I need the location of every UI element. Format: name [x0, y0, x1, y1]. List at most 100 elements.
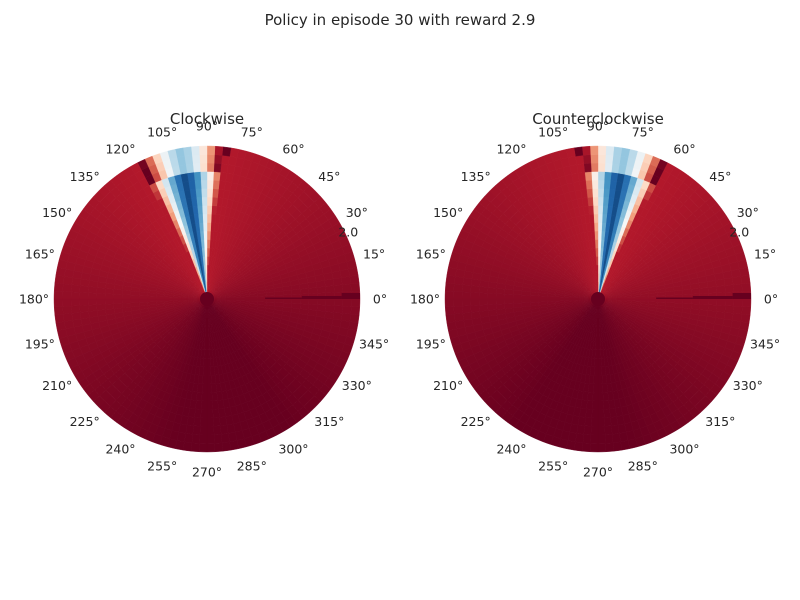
- heatmap-cell: [595, 332, 599, 342]
- theta-tick-label: 255°: [538, 459, 568, 474]
- heatmap-cell: [603, 188, 610, 198]
- heatmap-cell: [186, 416, 195, 427]
- heatmap-cell: [213, 162, 222, 173]
- heatmap-cell: [707, 304, 718, 312]
- heatmap-cell: [334, 298, 344, 307]
- heatmap-cell: [206, 162, 215, 172]
- heatmap-cell: [348, 321, 359, 332]
- heatmap-cell: [495, 288, 506, 295]
- heatmap-cell: [201, 205, 208, 215]
- theta-tick-label: 30°: [346, 205, 368, 220]
- heatmap-cell: [200, 409, 208, 419]
- heatmap-cell: [597, 417, 605, 427]
- heatmap-cell: [71, 277, 82, 286]
- heatmap-cell: [597, 256, 601, 266]
- heatmap-cell: [182, 146, 193, 157]
- heatmap-cell: [70, 291, 80, 300]
- heatmap-cell: [79, 292, 89, 300]
- heatmap-cell: [597, 145, 607, 155]
- zero-angle-strip: [265, 297, 302, 299]
- heatmap-cell: [605, 145, 615, 156]
- heatmap-cell: [590, 357, 596, 368]
- heatmap-cell: [193, 417, 201, 427]
- heatmap-cell: [470, 298, 480, 306]
- heatmap-cell: [190, 442, 200, 453]
- heatmap-cell: [657, 298, 667, 303]
- heatmap-cell: [212, 188, 219, 198]
- heatmap-cell: [206, 426, 215, 436]
- heatmap-cell: [63, 276, 73, 286]
- heatmap-cell: [631, 298, 641, 302]
- heatmap-cell: [249, 298, 259, 302]
- theta-tick-label: 60°: [282, 142, 304, 157]
- heatmap-cell: [597, 409, 605, 419]
- heatmap-cell: [581, 442, 591, 453]
- heatmap-cell: [716, 298, 726, 306]
- heatmap-cell: [597, 434, 606, 444]
- heatmap-cell: [665, 302, 675, 308]
- heatmap-cell: [716, 305, 726, 313]
- heatmap-cell: [453, 305, 463, 315]
- theta-tick-label: 285°: [237, 459, 267, 474]
- heatmap-cell: [70, 298, 80, 307]
- heatmap-cell: [597, 426, 606, 436]
- heatmap-cell: [597, 213, 603, 223]
- heatmap-cell: [191, 154, 201, 164]
- heatmap-cell: [217, 188, 225, 199]
- heatmap-cell: [690, 303, 701, 310]
- heatmap-cell: [174, 440, 185, 451]
- heatmap-cell: [283, 298, 293, 304]
- heatmap-cell: [206, 239, 211, 249]
- heatmap-cell: [121, 294, 131, 300]
- heatmap-cell: [597, 400, 604, 410]
- heatmap-cell: [342, 283, 352, 293]
- heatmap-cell: [512, 289, 523, 296]
- heatmap-cell: [707, 286, 718, 294]
- theta-tick-label: 330°: [342, 378, 372, 393]
- heatmap-cell: [611, 163, 620, 174]
- heatmap-cell: [193, 171, 201, 181]
- heatmap-cell: [350, 306, 361, 316]
- theta-tick-label: 105°: [538, 124, 568, 139]
- heatmap-cell: [597, 375, 603, 385]
- heatmap-cell: [453, 291, 463, 300]
- heatmap-cell: [573, 146, 584, 157]
- theta-tick-label: 60°: [673, 142, 695, 157]
- heatmap-cell: [555, 296, 565, 300]
- heatmap-cell: [299, 303, 310, 310]
- heatmap-cell: [614, 298, 624, 301]
- heatmap-cell: [582, 154, 592, 164]
- heatmap-cell: [590, 162, 599, 172]
- heatmap-cell: [206, 196, 213, 206]
- heatmap-cell: [691, 298, 701, 305]
- heatmap-cell: [206, 256, 210, 266]
- heatmap-cell: [181, 297, 191, 300]
- heatmap-cell: [604, 434, 614, 444]
- heatmap-cell: [461, 291, 471, 300]
- heatmap-cell: [213, 417, 221, 427]
- heatmap-cell: [597, 205, 604, 215]
- heatmap-cell: [585, 179, 593, 190]
- theta-tick-label: 90°: [587, 119, 609, 134]
- heatmap-cell: [201, 400, 208, 410]
- heatmap-cell: [206, 213, 212, 223]
- heatmap-cell: [176, 431, 186, 442]
- heatmap-cell: [200, 417, 208, 427]
- heatmap-cell: [333, 305, 344, 314]
- heatmap-cell: [563, 297, 573, 300]
- heatmap-cell: [223, 298, 233, 301]
- heatmap-cell: [213, 171, 221, 181]
- heatmap-cell: [147, 295, 157, 300]
- heatmap-cell: [200, 171, 208, 181]
- theta-tick-label: 180°: [410, 292, 440, 307]
- heatmap-cell: [673, 302, 684, 309]
- heatmap-cell: [349, 313, 360, 324]
- theta-tick-label: 75°: [241, 124, 263, 139]
- heatmap-cell: [592, 205, 599, 215]
- heatmap-cell: [495, 293, 505, 300]
- heatmap-cell: [495, 298, 505, 305]
- heatmap-cell: [62, 291, 72, 300]
- heatmap-cell: [521, 298, 531, 304]
- heatmap-cell: [274, 298, 284, 304]
- heatmap-cell: [593, 375, 599, 385]
